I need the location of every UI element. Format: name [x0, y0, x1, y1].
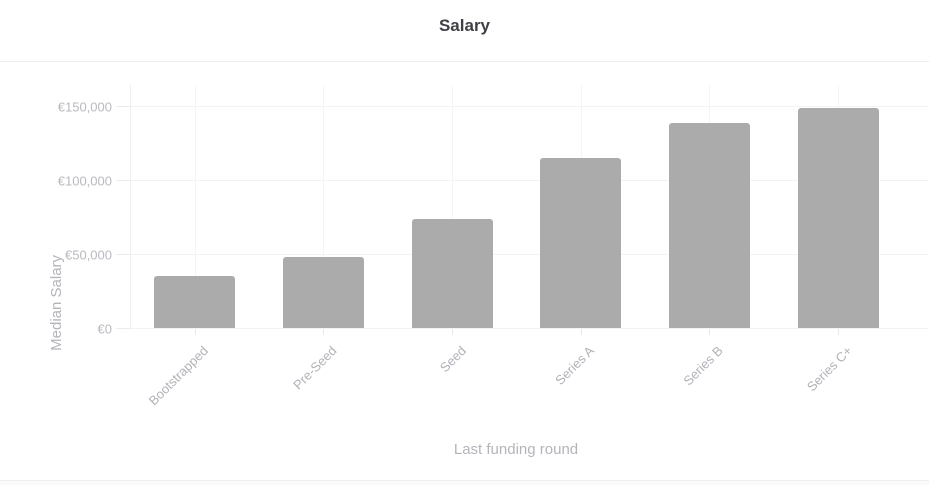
x-tick-label-bootstrapped: Bootstrapped	[145, 343, 212, 409]
bar-pre-seed[interactable]	[282, 257, 364, 328]
y-tick-label-150000: €150,000	[57, 99, 112, 115]
y-axis-tick-150000	[116, 106, 130, 108]
x-axis-tick-bootstrapped	[194, 329, 196, 335]
bar-series-a[interactable]	[540, 158, 622, 328]
y-tick-label-0: €0	[97, 321, 112, 336]
y-tick-label-100000: €100,000	[57, 173, 112, 189]
h-gridline-100000	[130, 180, 929, 182]
y-axis-tick-0	[116, 328, 130, 329]
x-tick-label-series-c: Series C+	[803, 343, 855, 395]
chart-title: Salary	[438, 16, 491, 35]
bar-series-b[interactable]	[668, 122, 750, 328]
header-separator	[0, 61, 929, 62]
footer-separator	[0, 480, 929, 481]
h-gridline-0	[130, 328, 929, 329]
h-gridline-150000	[130, 106, 929, 108]
x-tick-label-seed: Seed	[436, 343, 469, 376]
bar-bootstrapped[interactable]	[154, 275, 236, 328]
x-tick-label-series-b: Series B	[680, 343, 727, 389]
h-gridline-50000	[130, 254, 929, 256]
bar-seed[interactable]	[411, 218, 493, 328]
v-gridline-pre-seed	[323, 85, 325, 328]
y-axis-line	[130, 85, 131, 328]
y-axis-title: Median Salary	[48, 254, 65, 351]
x-axis-tick-series-a	[580, 329, 582, 335]
x-axis-tick-seed	[452, 329, 453, 335]
x-axis-tick-pre-seed	[323, 329, 325, 335]
bottom-strip	[0, 481, 929, 485]
v-gridline-seed	[452, 85, 453, 328]
v-gridline-bootstrapped	[194, 85, 196, 328]
y-axis-tick-50000	[116, 254, 130, 256]
x-tick-label-pre-seed: Pre-Seed	[290, 343, 340, 393]
bar-series-c[interactable]	[797, 107, 879, 328]
x-tick-label-series-a: Series A	[552, 343, 598, 388]
x-axis-tick-series-c	[838, 329, 840, 335]
chart-header: Salary	[0, 0, 929, 61]
chart-area: €0 €50,000 €100,000 €150,000 Bootstrapped Pre…	[0, 62, 929, 480]
x-axis-title: Last funding round	[453, 441, 579, 458]
y-axis-tick-100000	[116, 180, 130, 182]
y-tick-label-50000: €50,000	[65, 247, 112, 263]
x-axis-tick-series-b	[709, 329, 711, 335]
